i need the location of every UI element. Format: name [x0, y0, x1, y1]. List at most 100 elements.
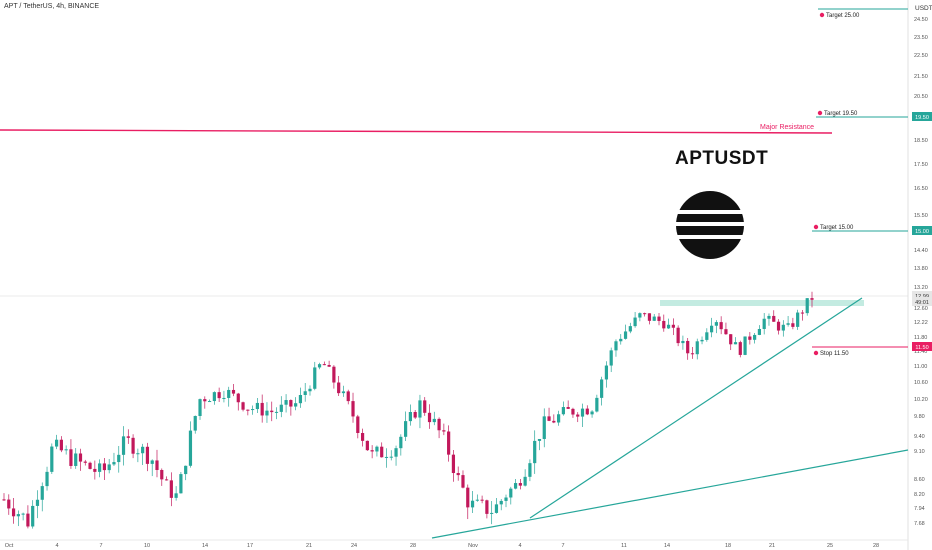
candle-body	[499, 500, 503, 505]
candle-body	[207, 401, 212, 403]
candle-body	[542, 416, 546, 439]
candle-body	[45, 471, 49, 487]
candle-body	[251, 409, 255, 411]
candle-body	[145, 446, 150, 464]
candle	[160, 468, 164, 486]
candle-body	[74, 453, 78, 466]
candle	[533, 430, 537, 474]
candle	[313, 361, 317, 391]
y-tick-label: 21.50	[914, 74, 928, 80]
candle-body	[762, 318, 766, 329]
x-tick-label: 4	[518, 543, 521, 549]
candle	[251, 405, 255, 415]
candle	[547, 407, 551, 422]
candle	[748, 332, 752, 345]
price-tag-label: 49:01	[915, 300, 929, 306]
candle-body	[289, 400, 293, 407]
y-tick-label: 9.10	[914, 449, 925, 455]
candle	[494, 497, 499, 514]
target-25-label: Target 25.00	[819, 12, 860, 19]
x-tick-label: 10	[144, 543, 150, 549]
candle	[490, 501, 494, 525]
candle-body	[303, 391, 307, 395]
candle	[64, 445, 68, 455]
candle	[246, 409, 250, 416]
y-tick-label: 8.20	[914, 492, 925, 498]
candle	[480, 495, 484, 504]
candle	[499, 499, 503, 511]
candle	[604, 361, 609, 388]
x-tick-label: 24	[351, 543, 357, 549]
x-tick-label: 4	[55, 543, 58, 549]
candle	[705, 328, 709, 342]
candle	[98, 459, 102, 478]
candle-body	[528, 463, 532, 477]
candle-body	[427, 412, 432, 423]
candle	[7, 494, 11, 515]
candle	[54, 434, 59, 450]
candle-body	[174, 493, 178, 498]
candle-body	[662, 320, 666, 329]
candle	[523, 469, 527, 487]
candle-body	[11, 508, 16, 517]
candle-body	[217, 392, 221, 399]
candle-body	[781, 324, 785, 331]
candle-body	[695, 341, 699, 355]
candle	[767, 313, 771, 326]
y-tick-label: 11.00	[914, 364, 927, 370]
candle	[709, 317, 714, 338]
candle	[360, 428, 365, 447]
candle-body	[628, 326, 632, 332]
candle	[614, 339, 618, 357]
candle	[437, 417, 441, 439]
y-tick-label: 10.20	[914, 397, 928, 403]
candle-body	[552, 420, 556, 423]
y-tick-label: 16.50	[914, 186, 928, 192]
candle-body	[64, 449, 68, 451]
candle	[423, 397, 427, 416]
candle-body	[671, 324, 675, 328]
candle	[217, 387, 221, 403]
candle-body	[714, 322, 718, 326]
candle	[346, 389, 350, 405]
label-dot-icon	[817, 110, 823, 116]
candle	[418, 394, 422, 429]
candle	[198, 398, 202, 420]
candle	[714, 320, 718, 334]
candle-body	[643, 313, 647, 315]
candle-body	[255, 402, 259, 410]
candle	[107, 459, 111, 474]
candle	[184, 465, 188, 481]
candle-body	[126, 436, 130, 438]
candle	[542, 408, 546, 448]
candle-body	[35, 499, 40, 506]
candle-body	[600, 379, 604, 398]
candle-body	[93, 468, 97, 472]
candle-body	[776, 321, 781, 331]
candle	[102, 458, 107, 480]
candle-body	[791, 323, 795, 327]
candle-body	[141, 446, 145, 454]
candle-body	[150, 460, 154, 464]
candle	[337, 375, 341, 396]
candle	[566, 400, 570, 409]
candle-body	[753, 334, 757, 340]
candle	[623, 324, 628, 340]
candle	[274, 407, 279, 420]
candle	[408, 404, 412, 426]
candle-body	[786, 323, 790, 325]
candle	[442, 423, 446, 436]
candle-body	[136, 453, 140, 455]
candle	[447, 425, 451, 462]
candle-body	[810, 298, 814, 300]
candle-body	[274, 411, 279, 413]
candle	[222, 390, 226, 403]
price-tag-bg	[912, 112, 932, 121]
candle-body	[681, 340, 685, 344]
candle-body	[351, 401, 355, 417]
candle	[590, 410, 594, 418]
annotation-label: Target 25.00	[826, 13, 860, 19]
candle-body	[580, 408, 585, 417]
